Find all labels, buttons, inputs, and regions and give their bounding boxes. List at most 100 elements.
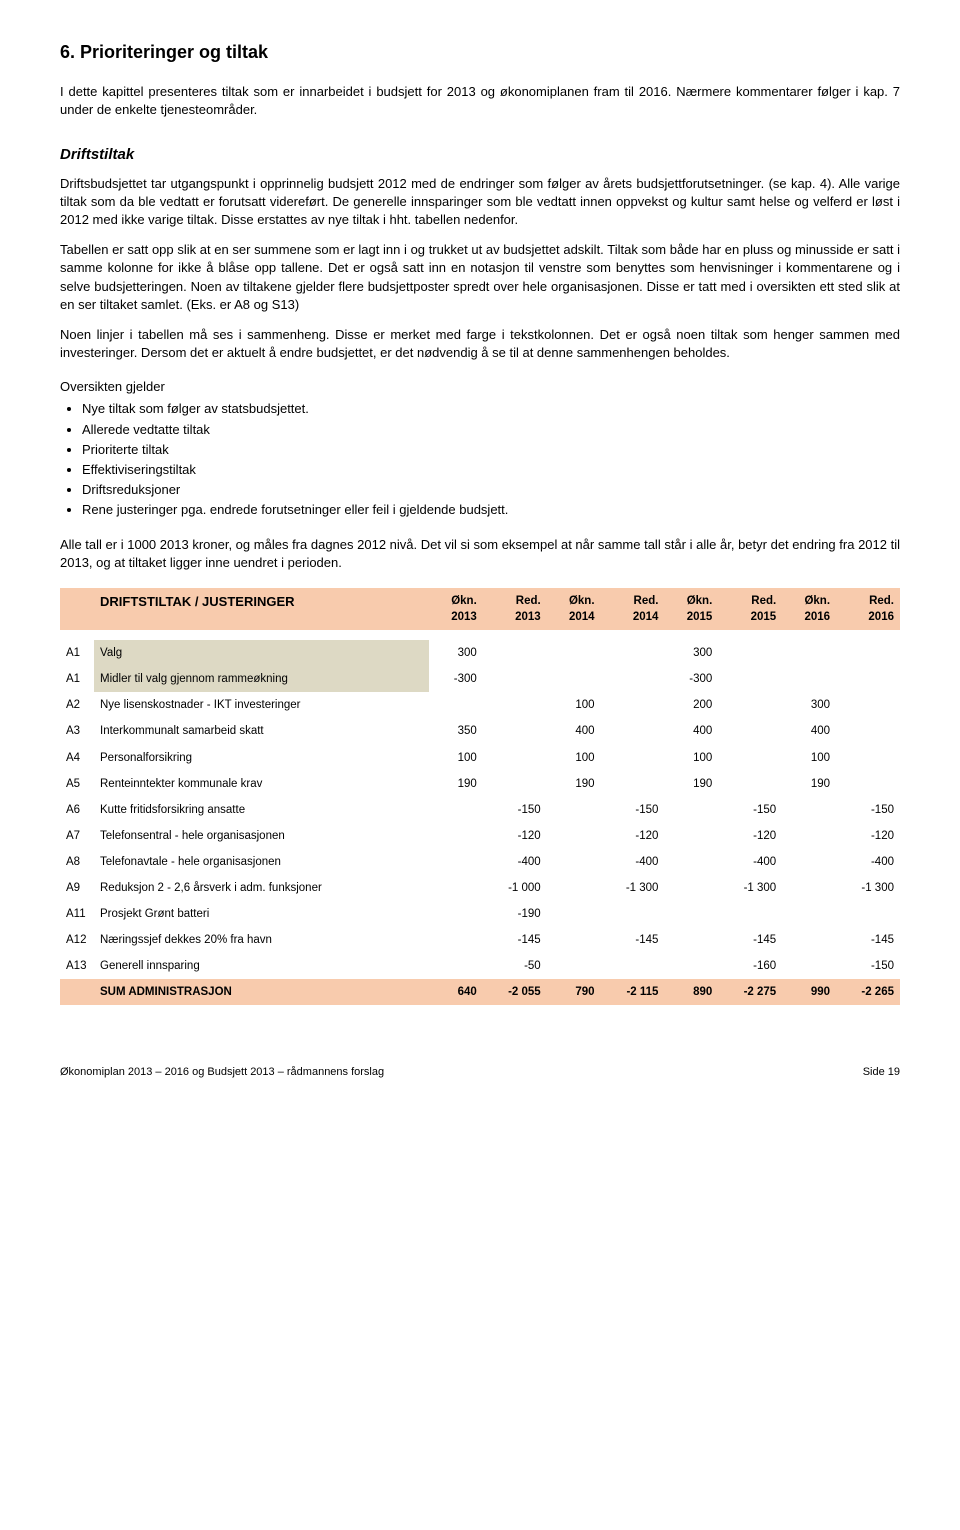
cell-value (664, 823, 718, 849)
cell-value (836, 718, 900, 744)
cell-value: 190 (547, 771, 601, 797)
sum-value: 790 (547, 979, 601, 1005)
cell-value: -1 300 (836, 875, 900, 901)
cell-value: -120 (718, 823, 782, 849)
table-title-head: DRIFTSTILTAK / JUSTERINGER (94, 588, 429, 630)
cell-value (601, 771, 665, 797)
bullet-item: Allerede vedtatte tiltak (82, 421, 900, 439)
cell-value (547, 640, 601, 666)
cell-value (483, 640, 547, 666)
cell-value (664, 875, 718, 901)
intro-paragraph: I dette kapittel presenteres tiltak som … (60, 83, 900, 119)
cell-value: -150 (836, 953, 900, 979)
cell-value: 200 (664, 692, 718, 718)
cell-value: -145 (718, 927, 782, 953)
row-code: A12 (60, 927, 94, 953)
cell-value (836, 640, 900, 666)
cell-value: 400 (547, 718, 601, 744)
cell-value (483, 745, 547, 771)
cell-value (664, 927, 718, 953)
row-code: A5 (60, 771, 94, 797)
cell-value (836, 901, 900, 927)
bullet-item: Rene justeringer pga. endrede forutsetni… (82, 501, 900, 519)
table-col-head: Red.2014 (601, 588, 665, 630)
row-label: Telefonavtale - hele organisasjonen (94, 849, 429, 875)
row-label: Midler til valg gjennom rammeøkning (94, 666, 429, 692)
cell-value: 300 (782, 692, 836, 718)
cell-value (429, 927, 483, 953)
row-code: A11 (60, 901, 94, 927)
cell-value: 400 (664, 718, 718, 744)
cell-value: -400 (483, 849, 547, 875)
bullet-item: Driftsreduksjoner (82, 481, 900, 499)
list-intro: Oversikten gjelder (60, 378, 900, 396)
row-label: Prosjekt Grønt batteri (94, 901, 429, 927)
row-code: A7 (60, 823, 94, 849)
cell-value: -400 (718, 849, 782, 875)
cell-value: -145 (601, 927, 665, 953)
cell-value (547, 927, 601, 953)
cell-value (836, 745, 900, 771)
row-code: A6 (60, 797, 94, 823)
cell-value (483, 718, 547, 744)
row-label: Telefonsentral - hele organisasjonen (94, 823, 429, 849)
table-col-head: Red.2016 (836, 588, 900, 630)
table-row: A13Generell innsparing-50-160-150 (60, 953, 900, 979)
cell-value (429, 875, 483, 901)
row-code: A13 (60, 953, 94, 979)
cell-value: -400 (601, 849, 665, 875)
cell-value (547, 849, 601, 875)
cell-value: 100 (782, 745, 836, 771)
drift-table: DRIFTSTILTAK / JUSTERINGER Økn.2013Red.2… (60, 588, 900, 1006)
footer-left: Økonomiplan 2013 – 2016 og Budsjett 2013… (60, 1065, 384, 1080)
cell-value: -120 (483, 823, 547, 849)
bullet-item: Nye tiltak som følger av statsbudsjettet… (82, 400, 900, 418)
cell-value (718, 745, 782, 771)
cell-value (664, 953, 718, 979)
row-code: A3 (60, 718, 94, 744)
cell-value (664, 797, 718, 823)
cell-value (836, 771, 900, 797)
cell-value (601, 718, 665, 744)
section-subhead: Driftstiltak (60, 144, 900, 165)
cell-value (483, 666, 547, 692)
row-label: Interkommunalt samarbeid skatt (94, 718, 429, 744)
cell-value (718, 901, 782, 927)
table-col-head: Økn.2016 (782, 588, 836, 630)
cell-value (782, 927, 836, 953)
table-row: A6Kutte fritidsforsikring ansatte-150-15… (60, 797, 900, 823)
row-label: Næringssjef dekkes 20% fra havn (94, 927, 429, 953)
row-label: Nye lisenskostnader - IKT investeringer (94, 692, 429, 718)
footer-right: Side 19 (863, 1065, 900, 1080)
cell-value (547, 953, 601, 979)
sum-code (60, 979, 94, 1005)
table-row: A12Næringssjef dekkes 20% fra havn -145 -1… (60, 927, 900, 953)
row-label: Valg (94, 640, 429, 666)
sum-value: -2 115 (601, 979, 665, 1005)
cell-value: 100 (547, 745, 601, 771)
cell-value (429, 901, 483, 927)
cell-value (601, 745, 665, 771)
cell-value: -400 (836, 849, 900, 875)
cell-value: -160 (718, 953, 782, 979)
cell-value: -1 300 (718, 875, 782, 901)
row-code: A1 (60, 666, 94, 692)
cell-value (429, 692, 483, 718)
cell-value: -150 (836, 797, 900, 823)
cell-value: -150 (483, 797, 547, 823)
cell-value (782, 953, 836, 979)
sum-value: 640 (429, 979, 483, 1005)
bullet-list: Nye tiltak som følger av statsbudsjettet… (60, 400, 900, 519)
row-code: A4 (60, 745, 94, 771)
cell-value: -150 (718, 797, 782, 823)
cell-value: -300 (664, 666, 718, 692)
table-row: A4Personalforsikring100100100100 (60, 745, 900, 771)
cell-value (782, 666, 836, 692)
cell-value (601, 901, 665, 927)
cell-value (782, 640, 836, 666)
cell-value (836, 692, 900, 718)
cell-value (718, 718, 782, 744)
cell-value: 100 (664, 745, 718, 771)
cell-value (782, 823, 836, 849)
cell-value: -120 (601, 823, 665, 849)
